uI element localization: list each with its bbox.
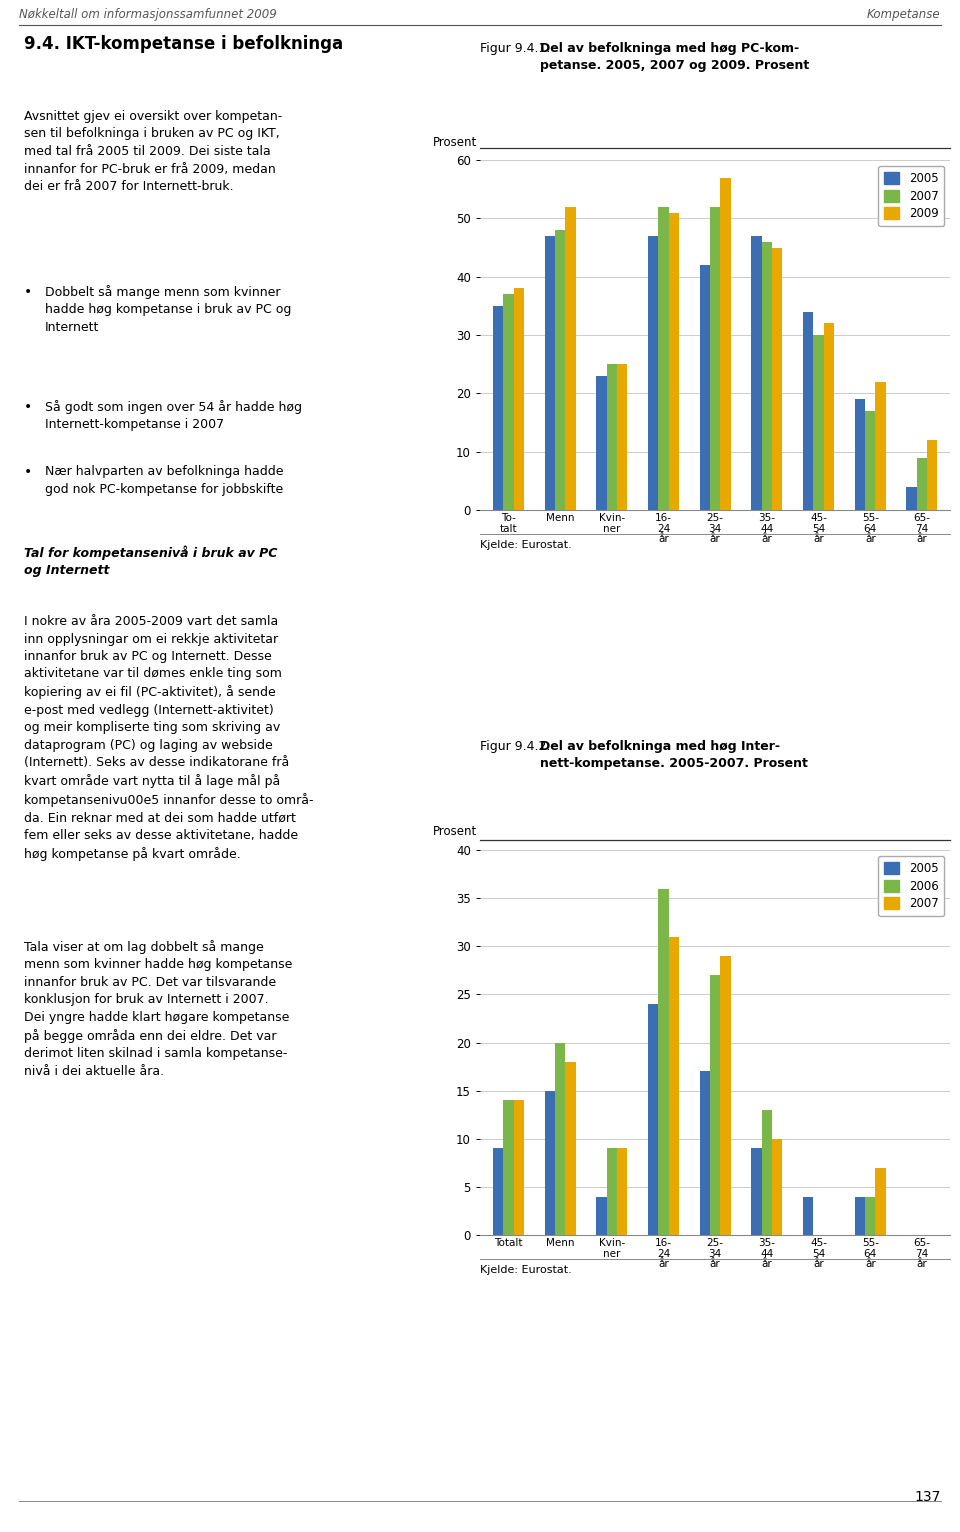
Text: Del av befolkninga med høg Inter-
nett-kompetanse. 2005-2007. Prosent: Del av befolkninga med høg Inter- nett-k… (540, 740, 807, 769)
Bar (752, 1149, 761, 1235)
Bar (927, 440, 938, 510)
Bar (761, 242, 772, 510)
Text: Nær halvparten av befolkninga hadde
god nok PC-kompetanse for jobbskifte: Nær halvparten av befolkninga hadde god … (45, 466, 283, 495)
Bar (503, 1100, 514, 1235)
Bar (607, 1149, 617, 1235)
Text: Figur 9.4.1.: Figur 9.4.1. (480, 41, 554, 55)
Bar (772, 1138, 782, 1235)
Bar (854, 1196, 865, 1235)
Text: •: • (24, 400, 33, 414)
Text: Prosent: Prosent (433, 136, 477, 150)
Text: Tala viser at om lag dobbelt så mange
menn som kvinner hadde høg kompetanse
inna: Tala viser at om lag dobbelt så mange me… (24, 941, 293, 1079)
Bar (710, 207, 720, 510)
Text: Kjelde: Eurostat.: Kjelde: Eurostat. (480, 1265, 572, 1275)
Legend: 2005, 2006, 2007: 2005, 2006, 2007 (878, 856, 945, 916)
Text: 9.4. IKT-kompetanse i befolkninga: 9.4. IKT-kompetanse i befolkninga (24, 35, 343, 54)
Bar (700, 265, 710, 510)
Bar (710, 976, 720, 1235)
Legend: 2005, 2007, 2009: 2005, 2007, 2009 (878, 165, 945, 227)
Text: Tal for kompetansenivå i bruk av PC
og Internett: Tal for kompetansenivå i bruk av PC og I… (24, 545, 277, 578)
Bar (514, 288, 524, 510)
Bar (596, 375, 607, 510)
Bar (555, 230, 565, 510)
Bar (804, 311, 813, 510)
Text: Del av befolkninga med høg PC-kom-
petanse. 2005, 2007 og 2009. Prosent: Del av befolkninga med høg PC-kom- petan… (540, 41, 808, 72)
Bar (865, 411, 876, 510)
Bar (607, 365, 617, 510)
Bar (876, 381, 886, 510)
Bar (854, 400, 865, 510)
Bar (555, 1042, 565, 1235)
Text: Kompetanse: Kompetanse (867, 8, 941, 21)
Bar (565, 1062, 576, 1235)
Bar (669, 213, 679, 510)
Bar (648, 236, 659, 510)
Text: 137: 137 (915, 1491, 941, 1504)
Text: •: • (24, 466, 33, 480)
Bar (824, 323, 834, 510)
Bar (648, 1003, 659, 1235)
Bar (669, 936, 679, 1235)
Bar (659, 889, 669, 1235)
Bar (772, 248, 782, 510)
Text: Prosent: Prosent (433, 826, 477, 838)
Bar (617, 365, 627, 510)
Bar (492, 306, 503, 510)
Bar (565, 207, 576, 510)
Text: Så godt som ingen over 54 år hadde høg
Internett-kompetanse i 2007: Så godt som ingen over 54 år hadde høg I… (45, 400, 302, 432)
Bar (813, 336, 824, 510)
Bar (720, 956, 731, 1235)
Bar (906, 487, 917, 510)
Bar (700, 1071, 710, 1235)
Text: Avsnittet gjev ei oversikt over kompetan-
sen til befolkninga i bruken av PC og : Avsnittet gjev ei oversikt over kompetan… (24, 110, 282, 193)
Text: I nokre av åra 2005-2009 vart det samla
inn opplysningar om ei rekkje aktiviteta: I nokre av åra 2005-2009 vart det samla … (24, 614, 314, 861)
Bar (503, 294, 514, 510)
Text: •: • (24, 285, 33, 299)
Bar (659, 207, 669, 510)
Text: Dobbelt så mange menn som kvinner
hadde høg kompetanse i bruk av PC og
Internett: Dobbelt så mange menn som kvinner hadde … (45, 285, 292, 334)
Bar (752, 236, 761, 510)
Text: Figur 9.4.2.: Figur 9.4.2. (480, 740, 554, 754)
Bar (544, 1091, 555, 1235)
Text: Kjelde: Eurostat.: Kjelde: Eurostat. (480, 539, 572, 550)
Bar (761, 1109, 772, 1235)
Bar (617, 1149, 627, 1235)
Bar (544, 236, 555, 510)
Bar (865, 1196, 876, 1235)
Bar (917, 458, 927, 510)
Bar (804, 1196, 813, 1235)
Bar (596, 1196, 607, 1235)
Bar (720, 178, 731, 510)
Bar (492, 1149, 503, 1235)
Text: Nøkkeltall om informasjonssamfunnet 2009: Nøkkeltall om informasjonssamfunnet 2009 (19, 8, 276, 21)
Bar (514, 1100, 524, 1235)
Bar (876, 1167, 886, 1235)
